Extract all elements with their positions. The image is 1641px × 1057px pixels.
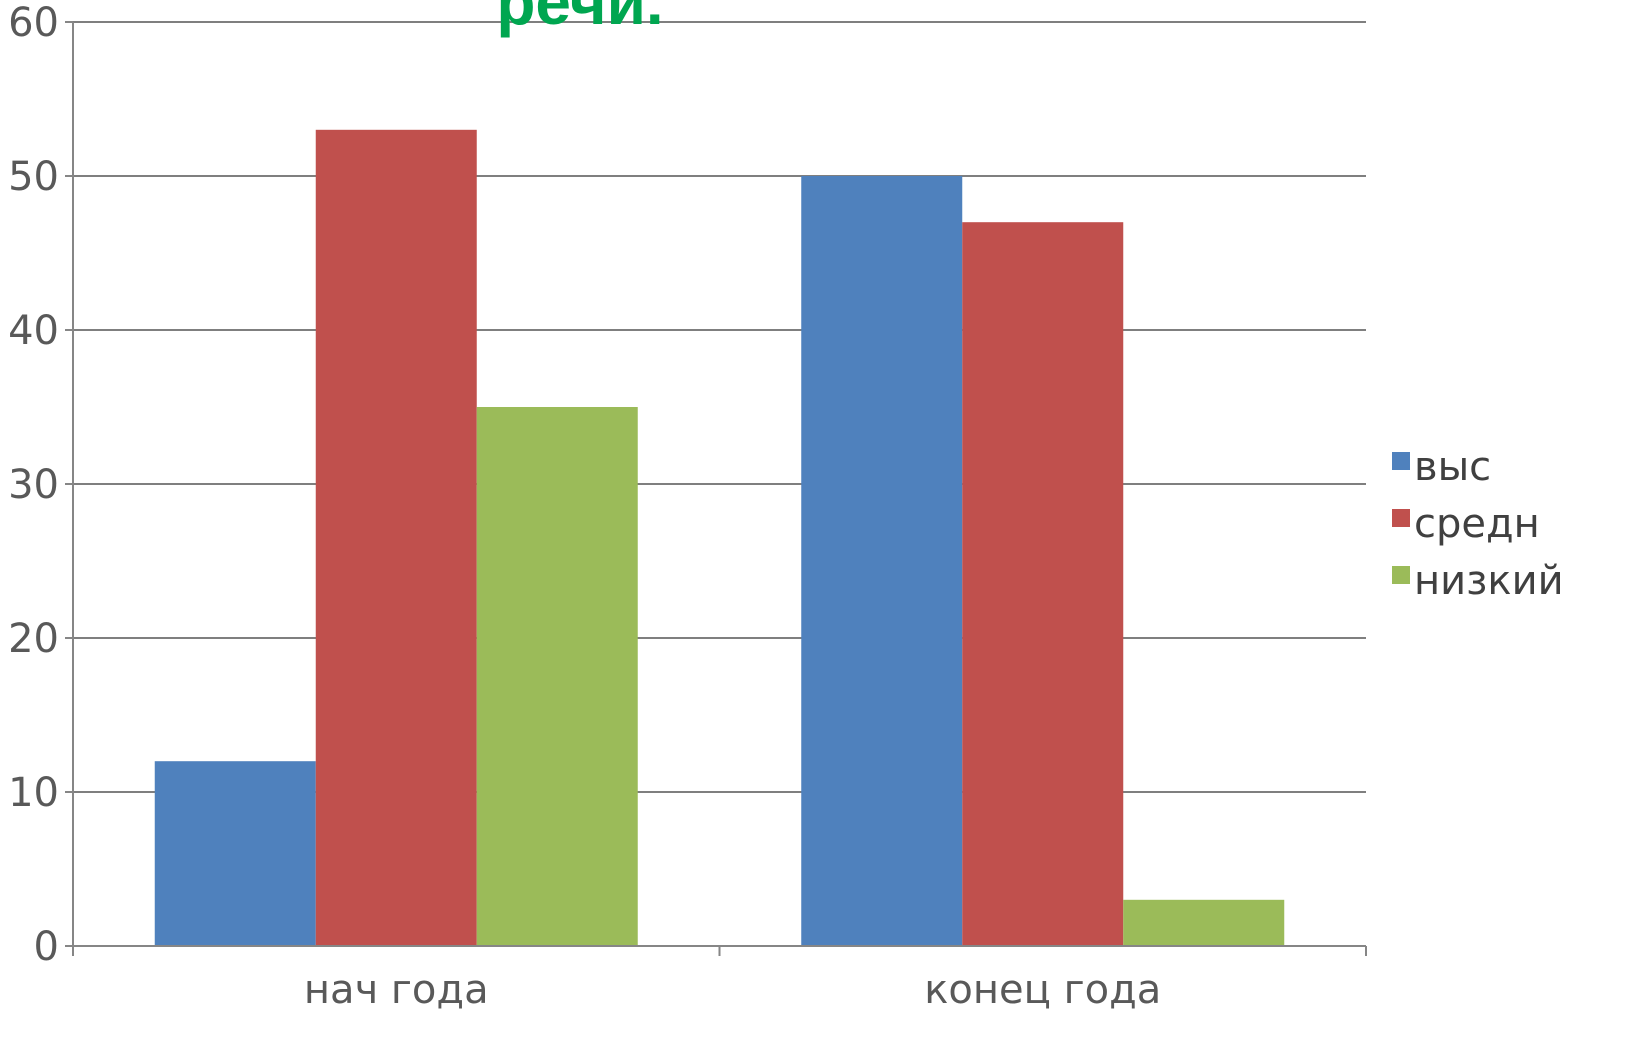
bar-низкий-1 [1123,899,1285,946]
y-tick-label: 0 [34,924,59,970]
bar-выс-0 [154,761,316,946]
y-tick-label: 60 [8,0,59,46]
category-label: конец года [924,967,1161,1013]
y-tick-label: 40 [8,308,59,354]
gridlines [73,21,1366,793]
legend-label: выс [1414,444,1491,490]
bars [154,129,1285,947]
legend-swatch-выс [1392,452,1410,470]
legend-label: средн [1414,501,1540,547]
legend-label: низкий [1414,558,1564,604]
y-tick-label: 10 [8,770,59,816]
chart-title: речи. [496,0,663,38]
y-tick-label: 30 [8,462,59,508]
bar-средн-0 [315,129,477,947]
y-tick-labels: 0 10 20 30 40 50 60 [8,0,59,970]
legend-swatch-средн [1392,509,1410,527]
y-tick-label: 50 [8,154,59,200]
category-labels: нач года конец года [304,967,1161,1013]
axes [65,21,1367,956]
bar-средн-1 [962,222,1124,946]
bar-выс-1 [801,176,963,946]
legend: выс средн низкий [1392,444,1564,604]
bar-низкий-0 [476,407,638,946]
y-tick-label: 20 [8,616,59,662]
category-label: нач года [304,967,489,1013]
legend-swatch-низкий [1392,566,1410,584]
